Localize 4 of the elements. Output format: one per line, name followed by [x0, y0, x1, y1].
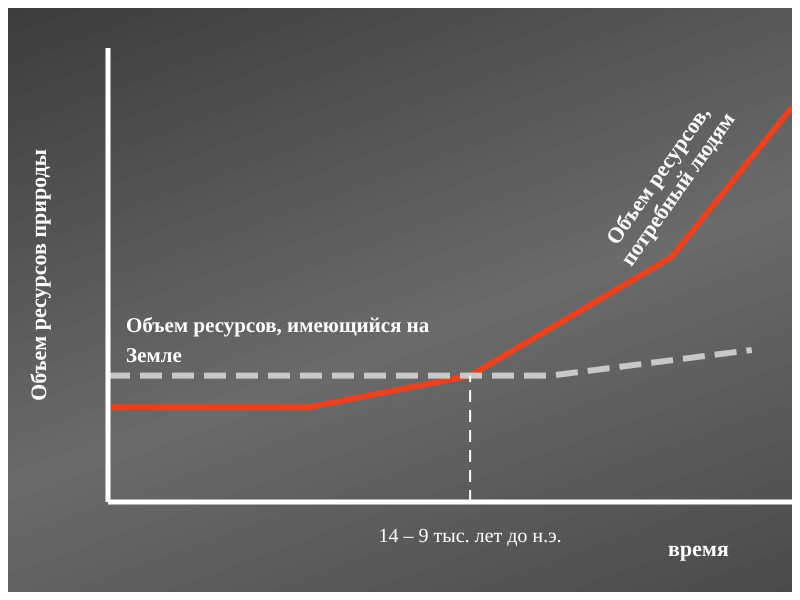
x-axis-title: время	[668, 536, 729, 562]
annotation: 14 – 9 тыс. лет до н.э.	[378, 525, 562, 547]
y-axis-title: Объем ресурсов природы	[26, 149, 51, 401]
series-label: Объем ресурсов, имеющийся на Земле	[126, 312, 430, 370]
